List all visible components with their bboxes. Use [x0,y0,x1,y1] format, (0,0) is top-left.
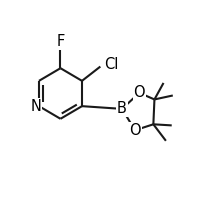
Text: B: B [117,101,127,116]
Text: N: N [31,99,42,114]
Text: Cl: Cl [104,57,119,72]
Text: O: O [129,123,141,138]
Text: O: O [133,85,145,100]
Text: F: F [56,34,65,49]
